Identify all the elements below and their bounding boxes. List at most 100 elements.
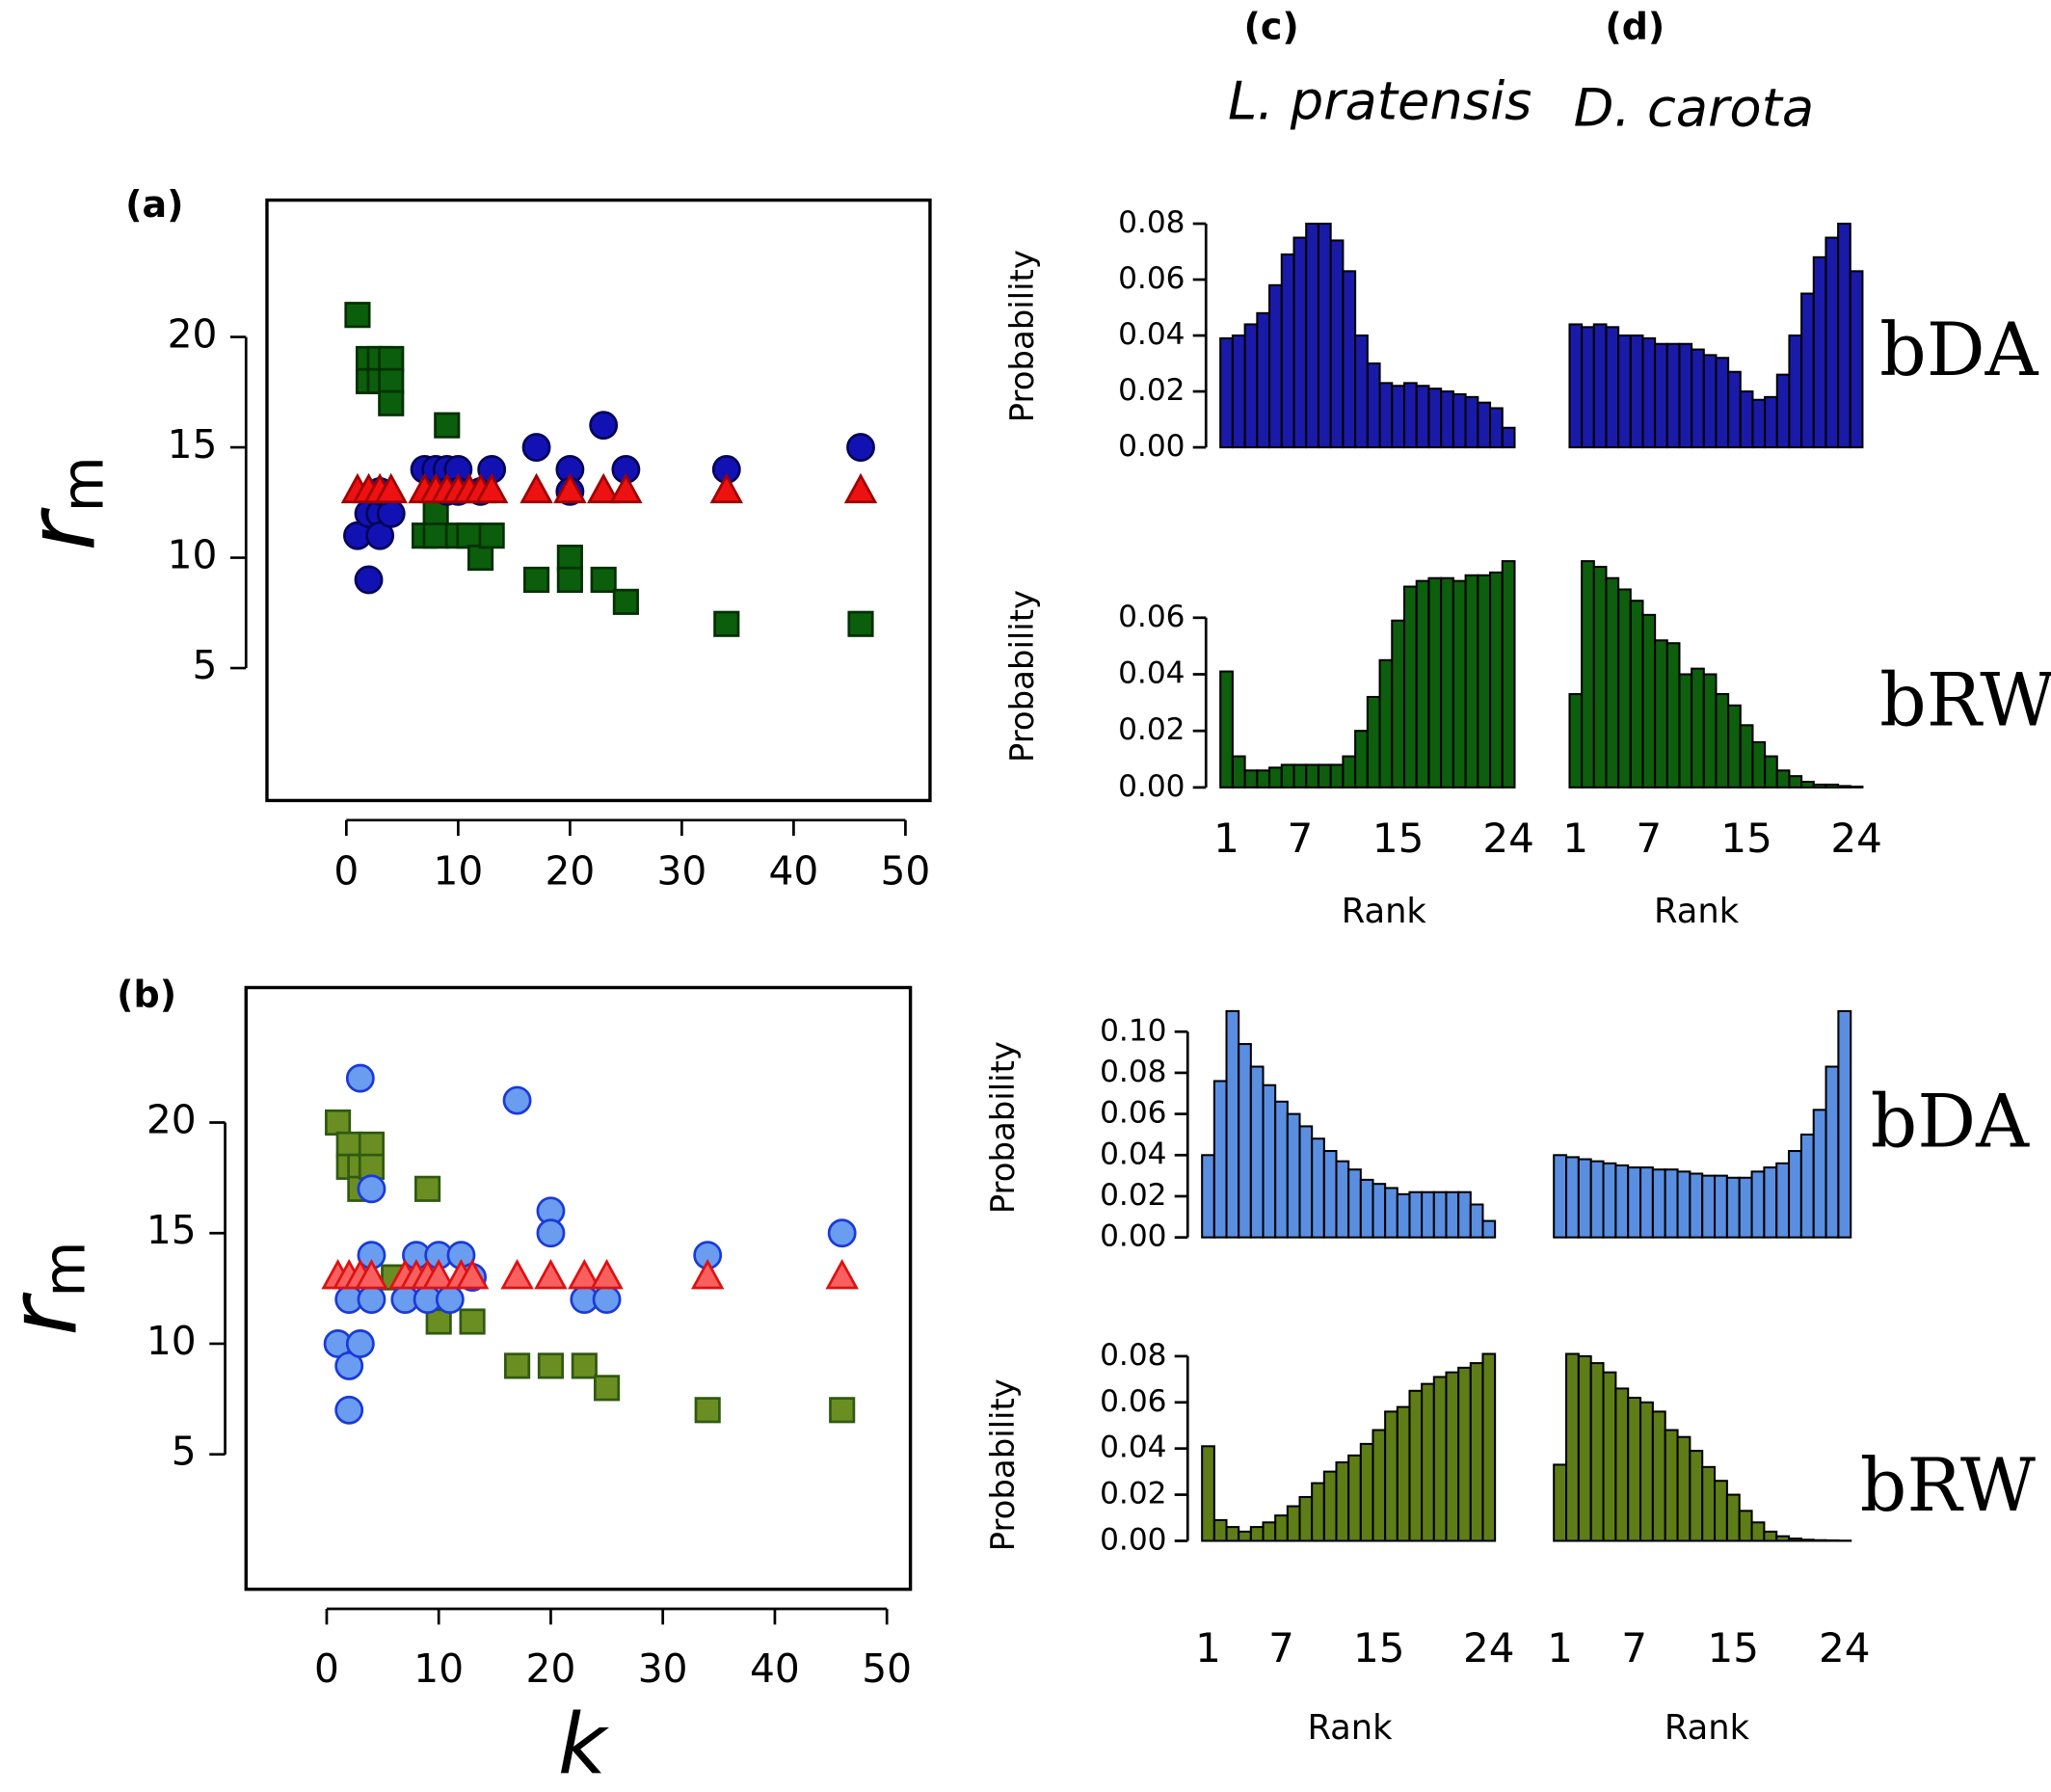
- y-tick-label: 0.04: [1118, 655, 1185, 690]
- y-tick-label: 0.08: [1100, 1055, 1166, 1089]
- x-axis-title: Rank: [1665, 1708, 1750, 1748]
- bar: [1727, 370, 1742, 449]
- marker: [378, 389, 405, 416]
- bar: [1641, 336, 1657, 449]
- bar: [1396, 1192, 1411, 1239]
- bar: [1654, 639, 1668, 789]
- marker: [466, 544, 494, 572]
- panel: 5 10 15 20 0 10 20 30 40 50 (b) rm k: [0, 973, 913, 1792]
- bar: [1452, 579, 1467, 789]
- bar: [1274, 1100, 1289, 1239]
- bar: [1238, 1530, 1252, 1542]
- bar: [1738, 1510, 1753, 1542]
- bar: [1665, 342, 1681, 449]
- x-tick-label: 10: [413, 1645, 464, 1692]
- bar: [1280, 763, 1295, 789]
- y-tick-label: 0.00: [1100, 1522, 1166, 1557]
- marker: [425, 1308, 452, 1335]
- bar: [1849, 785, 1864, 789]
- y-tick-label: 0.04: [1118, 317, 1185, 352]
- bar: [1286, 1505, 1301, 1542]
- marker: [847, 610, 874, 637]
- bar: [1676, 1435, 1691, 1542]
- marker: [709, 472, 744, 504]
- marker: [345, 1329, 375, 1358]
- panel: 0.00 0.02 0.04 0.06 0.08 0.10 Probability: [984, 1009, 1497, 1254]
- bar: [1305, 223, 1319, 449]
- bar: [1219, 336, 1234, 449]
- bar: [1489, 407, 1504, 449]
- bar: [1262, 1521, 1277, 1542]
- x-tick-label: 15: [1353, 1624, 1405, 1672]
- bar: [1727, 704, 1742, 789]
- x-axis-title: k: [558, 1697, 610, 1792]
- bar: [1378, 658, 1394, 789]
- bar: [1445, 1190, 1460, 1239]
- marker: [519, 472, 553, 504]
- bar: [1565, 1156, 1580, 1239]
- bar: [1577, 1158, 1592, 1239]
- bar: [1715, 357, 1730, 449]
- bar: [1592, 565, 1608, 789]
- x-tick-label: 15: [1708, 1624, 1760, 1672]
- x-axis-title: Rank: [1342, 892, 1427, 931]
- panel: 0.00 0.02 0.04 0.06 0.08 1 7 15 24 Probability Ran…: [984, 1338, 1515, 1748]
- panel: 1 7 15 24 Rank bRW: [1547, 1352, 2036, 1748]
- marker: [521, 433, 551, 462]
- bar: [1701, 1465, 1717, 1542]
- bar: [1249, 1065, 1265, 1239]
- x-tick-label: 50: [881, 847, 931, 894]
- y-tick-label: 5: [172, 1429, 197, 1475]
- bar: [1812, 783, 1827, 789]
- bar: [1445, 1371, 1460, 1542]
- bar: [1751, 740, 1767, 789]
- bar: [1775, 373, 1791, 449]
- bar: [1825, 1065, 1840, 1239]
- y-tick-label: 0.04: [1100, 1137, 1166, 1171]
- bar: [1292, 763, 1308, 789]
- bar: [1256, 311, 1271, 449]
- bar: [1553, 1463, 1568, 1542]
- marker: [690, 1259, 725, 1290]
- bar: [1614, 1163, 1630, 1239]
- bar: [1268, 766, 1283, 789]
- marker: [553, 472, 587, 504]
- bar: [1469, 1362, 1484, 1542]
- y-tick-label: 0.02: [1100, 1178, 1166, 1213]
- marker: [556, 544, 583, 572]
- row-label: bDA: [1871, 1079, 2031, 1164]
- y-tick-label: 0.06: [1100, 1384, 1166, 1419]
- bar: [1342, 270, 1357, 449]
- y-tick-label: 10: [146, 1318, 197, 1364]
- y-axis-title-main: r: [8, 507, 118, 551]
- x-tick-label: 30: [657, 847, 707, 894]
- bar: [1788, 1150, 1802, 1239]
- bar: [1354, 730, 1369, 789]
- bar: [1589, 1362, 1605, 1542]
- bar: [1676, 1170, 1691, 1239]
- x-tick-label: 50: [862, 1645, 912, 1692]
- marker: [590, 566, 617, 594]
- bar: [1641, 613, 1657, 789]
- bar: [1664, 1168, 1679, 1239]
- y-tick-label: 20: [168, 311, 218, 358]
- marker: [378, 345, 405, 373]
- y-axis-title: rm: [8, 456, 118, 550]
- bar: [1725, 1493, 1741, 1542]
- bar: [1750, 1170, 1766, 1239]
- bar: [1800, 292, 1815, 449]
- marker: [355, 1259, 388, 1290]
- bar: [1243, 769, 1259, 789]
- bar: [1372, 1183, 1387, 1239]
- marker: [592, 1285, 622, 1314]
- marker: [694, 1397, 721, 1424]
- bar: [1384, 1187, 1398, 1239]
- marker: [589, 411, 619, 441]
- marker: [334, 1395, 364, 1425]
- bar: [1354, 334, 1369, 449]
- bar: [1243, 323, 1259, 449]
- panel: bDA: [1553, 1009, 2031, 1239]
- bar: [1238, 1043, 1252, 1239]
- bar: [1764, 395, 1778, 449]
- bar: [1274, 1514, 1289, 1542]
